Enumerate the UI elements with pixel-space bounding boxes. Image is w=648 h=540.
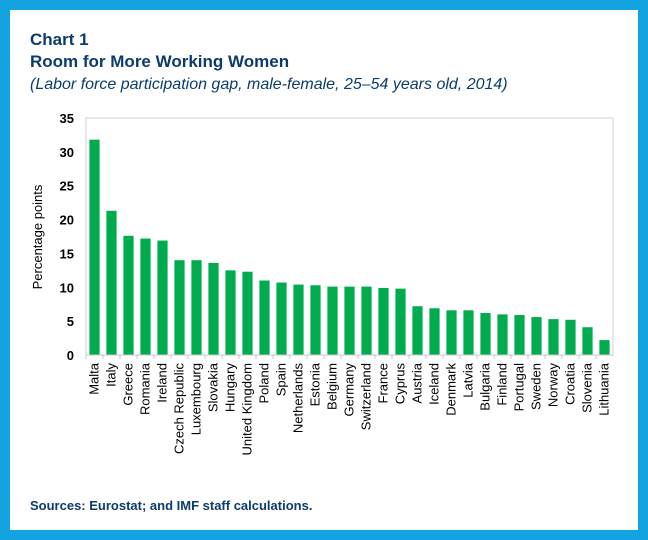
- bar: [548, 319, 559, 355]
- y-tick-label: 25: [60, 179, 74, 194]
- x-tick-label: Austria: [410, 362, 425, 403]
- bar: [310, 285, 321, 355]
- bar: [327, 286, 338, 355]
- x-tick-label: Poland: [257, 363, 272, 403]
- bar: [582, 327, 593, 355]
- y-tick-label: 10: [60, 280, 74, 295]
- x-tick-label: Sweden: [529, 363, 544, 410]
- x-tick-label: Estonia: [308, 362, 323, 406]
- x-tick-label: Portugal: [512, 363, 527, 412]
- bar: [140, 238, 151, 355]
- x-tick-label: Netherlands: [291, 363, 306, 434]
- bar: [565, 319, 576, 355]
- bar: [463, 310, 474, 355]
- chart-title: Room for More Working Women: [30, 52, 290, 71]
- bar: [191, 260, 202, 355]
- x-tick-label: Lithuania: [597, 362, 612, 416]
- x-tick-label: France: [376, 363, 391, 403]
- y-tick-label: 35: [60, 111, 74, 126]
- x-tick-label: Romania: [138, 362, 153, 415]
- bar: [174, 260, 185, 355]
- x-tick-label: Belgium: [325, 363, 340, 410]
- bar: [89, 139, 100, 355]
- x-tick-label: Italy: [104, 363, 119, 387]
- bar: [531, 317, 542, 355]
- y-tick-label: 20: [60, 213, 74, 228]
- bar: [157, 240, 168, 355]
- x-tick-label: Greece: [121, 363, 136, 406]
- x-tick-label: Spain: [274, 363, 289, 396]
- bar: [242, 271, 253, 355]
- bar: [412, 306, 423, 355]
- x-tick-label: Croatia: [563, 362, 578, 405]
- bar: [225, 270, 236, 355]
- x-tick-label: Denmark: [444, 363, 459, 416]
- x-tick-label: Luxembourg: [189, 363, 204, 435]
- sources-note: Sources: Eurostat; and IMF staff calcula…: [30, 498, 313, 513]
- chart-number: Chart 1: [30, 30, 89, 49]
- bar-chart: Percentage points 0 5 10 15 20 25 30 35 Malta Ita…: [30, 111, 614, 456]
- y-tick-label: 5: [67, 314, 74, 329]
- y-tick-label: 15: [60, 246, 74, 261]
- x-tick-label: Slovenia: [580, 362, 595, 413]
- x-tick-label: Ireland: [155, 363, 170, 403]
- x-tick-label: Latvia: [461, 362, 476, 397]
- bar: [429, 308, 440, 355]
- chart-subtitle: (Labor force participation gap, male-fem…: [30, 76, 508, 93]
- bar: [378, 287, 389, 355]
- x-tick-label: Germany: [342, 363, 357, 417]
- x-tick-label: Bulgaria: [478, 362, 493, 410]
- y-tick-label: 0: [67, 348, 74, 363]
- x-tick-label: Switzerland: [359, 363, 374, 430]
- x-tick-label: Iceland: [427, 363, 442, 405]
- x-tick-label: Czech Republic: [172, 363, 187, 455]
- bar: [514, 315, 525, 355]
- x-tick-label: Slovakia: [206, 362, 221, 412]
- bar: [293, 284, 304, 355]
- x-tick-label: United Kingdom: [240, 363, 255, 456]
- bar: [259, 280, 270, 355]
- bar: [480, 313, 491, 355]
- y-tick-label: 30: [60, 145, 74, 160]
- bar: [395, 288, 406, 355]
- bar: [106, 210, 117, 355]
- bar: [123, 235, 134, 355]
- bar: [361, 286, 372, 355]
- bar: [208, 262, 219, 355]
- x-tick-label: Norway: [546, 363, 561, 408]
- bar: [599, 340, 610, 355]
- x-tick-label: Finland: [495, 363, 510, 406]
- bar: [276, 282, 287, 355]
- x-tick-label: Malta: [87, 362, 102, 395]
- y-axis-label: Percentage points: [30, 184, 45, 289]
- x-tick-label: Cyprus: [393, 363, 408, 405]
- x-tick-label: Hungary: [223, 363, 238, 413]
- bar: [344, 286, 355, 355]
- bar: [446, 310, 457, 355]
- bar: [497, 314, 508, 355]
